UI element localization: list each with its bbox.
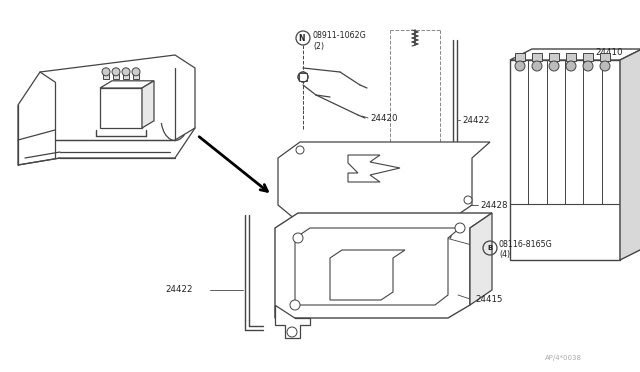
Polygon shape	[278, 142, 490, 220]
Bar	[123, 74, 129, 79]
Bar	[299, 73, 307, 81]
Bar	[600, 53, 610, 61]
Text: (4): (4)	[499, 250, 510, 260]
Text: 24422: 24422	[165, 285, 193, 295]
Text: (2): (2)	[313, 42, 324, 51]
Text: N: N	[299, 33, 305, 42]
Text: 08911-1062G: 08911-1062G	[313, 31, 367, 39]
Text: 24428: 24428	[480, 201, 508, 209]
Bar	[510, 60, 620, 260]
Circle shape	[296, 146, 304, 154]
Bar	[113, 74, 119, 79]
Circle shape	[532, 61, 542, 71]
Text: B: B	[488, 245, 493, 251]
Circle shape	[122, 68, 130, 76]
Bar	[515, 53, 525, 61]
Bar	[133, 74, 139, 79]
Bar	[549, 53, 559, 61]
Text: 24415: 24415	[475, 295, 502, 305]
Bar	[103, 74, 109, 79]
Polygon shape	[142, 81, 154, 128]
Text: 24410: 24410	[595, 48, 623, 57]
Bar	[566, 53, 576, 61]
Circle shape	[102, 68, 110, 76]
Polygon shape	[100, 81, 154, 88]
Bar	[583, 53, 593, 61]
Polygon shape	[620, 49, 640, 260]
Bar	[100, 88, 142, 128]
Text: 24422: 24422	[462, 115, 490, 125]
Polygon shape	[470, 213, 492, 305]
Text: AP/4*0038: AP/4*0038	[545, 355, 582, 361]
Circle shape	[583, 61, 593, 71]
Circle shape	[600, 61, 610, 71]
Circle shape	[132, 68, 140, 76]
Polygon shape	[330, 250, 405, 300]
Circle shape	[464, 196, 472, 204]
Text: 24420: 24420	[370, 113, 397, 122]
Circle shape	[112, 68, 120, 76]
Circle shape	[549, 61, 559, 71]
Circle shape	[515, 61, 525, 71]
Polygon shape	[275, 213, 492, 318]
Circle shape	[298, 72, 308, 82]
Polygon shape	[18, 55, 195, 165]
Polygon shape	[275, 305, 310, 338]
Polygon shape	[510, 49, 640, 60]
Circle shape	[293, 233, 303, 243]
Circle shape	[455, 223, 465, 233]
Circle shape	[566, 61, 576, 71]
Text: 08116-8165G: 08116-8165G	[499, 240, 553, 248]
Bar	[532, 53, 542, 61]
Polygon shape	[295, 228, 460, 305]
Circle shape	[287, 327, 297, 337]
Circle shape	[290, 300, 300, 310]
